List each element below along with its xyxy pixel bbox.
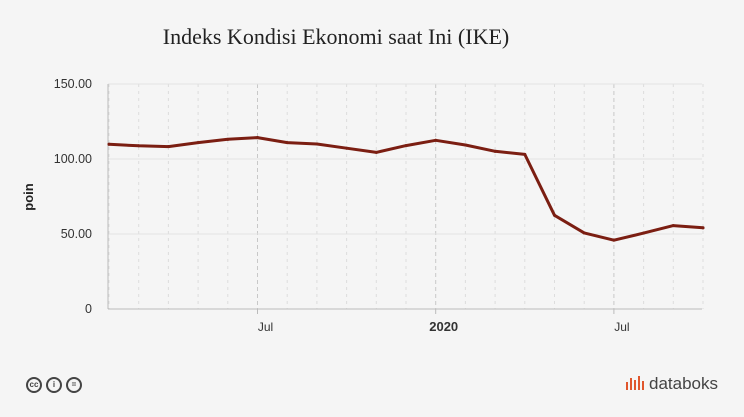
chart-title: Indeks Kondisi Ekonomi saat Ini (IKE)	[162, 24, 510, 49]
data-point[interactable]	[434, 138, 438, 142]
data-point[interactable]	[226, 137, 230, 141]
data-point[interactable]	[345, 146, 349, 150]
data-point[interactable]	[166, 145, 170, 149]
data-point[interactable]	[582, 231, 586, 235]
y-tick-label: 150.00	[54, 77, 92, 91]
data-point[interactable]	[553, 213, 556, 217]
data-point[interactable]	[612, 238, 616, 242]
nd-icon: =	[66, 377, 82, 393]
data-point[interactable]	[315, 142, 319, 146]
brand-name: databoks	[649, 374, 718, 393]
data-point[interactable]	[463, 143, 467, 147]
x-tick-label: Jul	[614, 320, 629, 334]
data-point[interactable]	[107, 142, 111, 146]
data-point[interactable]	[493, 149, 497, 153]
brand-logo: databoks	[625, 374, 718, 394]
y-tick-label: 0	[85, 302, 92, 316]
axes: 0 50.00 100.00 150.00 Jul 2020 Jul	[54, 77, 702, 334]
series	[107, 136, 705, 242]
data-point[interactable]	[642, 231, 646, 235]
grid-lines	[108, 83, 704, 309]
data-point[interactable]	[523, 152, 527, 156]
y-axis-label: poin	[21, 183, 36, 210]
x-tick-label: Jul	[258, 320, 273, 334]
y-tick-label: 50.00	[61, 227, 92, 241]
data-point[interactable]	[285, 141, 289, 145]
databoks-logo-icon	[626, 376, 644, 390]
y-tick-label: 100.00	[54, 152, 92, 166]
data-point[interactable]	[137, 144, 141, 148]
data-point[interactable]	[671, 224, 675, 228]
by-icon: i	[46, 377, 62, 393]
data-point[interactable]	[256, 136, 259, 140]
data-point[interactable]	[701, 226, 705, 230]
license-icons: cc i =	[26, 377, 82, 393]
cc-icon: cc	[26, 377, 42, 393]
data-point[interactable]	[404, 144, 408, 148]
data-point[interactable]	[196, 141, 200, 145]
data-point[interactable]	[374, 150, 378, 154]
x-tick-label: 2020	[429, 319, 458, 334]
